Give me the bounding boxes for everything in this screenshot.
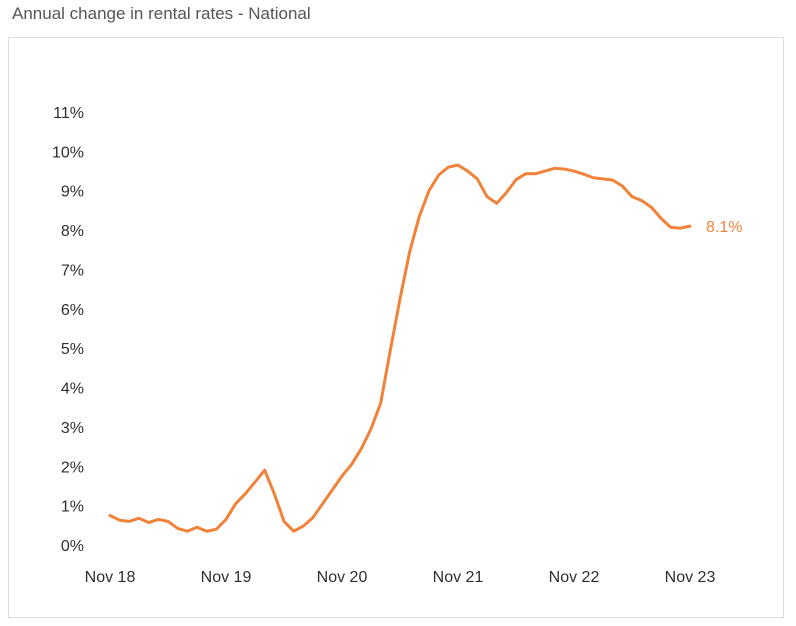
y-axis-ticks: 0% 1% 2% 3% 4% 5% 6% 7% 8% 9% 10% 11% [52,105,84,555]
y-tick-label: 0% [61,538,84,555]
x-tick-label: Nov 19 [201,569,252,586]
chart-title: Annual change in rental rates - National [12,4,311,23]
y-tick-label: 8% [61,223,84,240]
x-tick-label: Nov 23 [665,569,716,586]
y-tick-label: 1% [61,499,84,516]
x-tick-label: Nov 21 [433,569,484,586]
y-tick-label: 11% [53,105,84,122]
y-tick-label: 2% [61,459,84,476]
end-value-label: 8.1% [706,219,742,236]
y-tick-label: 7% [61,262,84,279]
y-tick-label: 9% [61,184,84,201]
x-axis-ticks: Nov 18 Nov 19 Nov 20 Nov 21 Nov 22 Nov 23 [85,569,716,586]
x-tick-label: Nov 20 [317,569,368,586]
x-tick-label: Nov 22 [549,569,600,586]
x-tick-label: Nov 18 [85,569,136,586]
series-line [108,163,692,533]
y-tick-label: 6% [61,302,84,319]
y-tick-label: 5% [61,341,84,358]
y-tick-label: 4% [61,381,84,398]
y-tick-label: 10% [52,144,84,161]
y-tick-label: 3% [61,420,84,437]
